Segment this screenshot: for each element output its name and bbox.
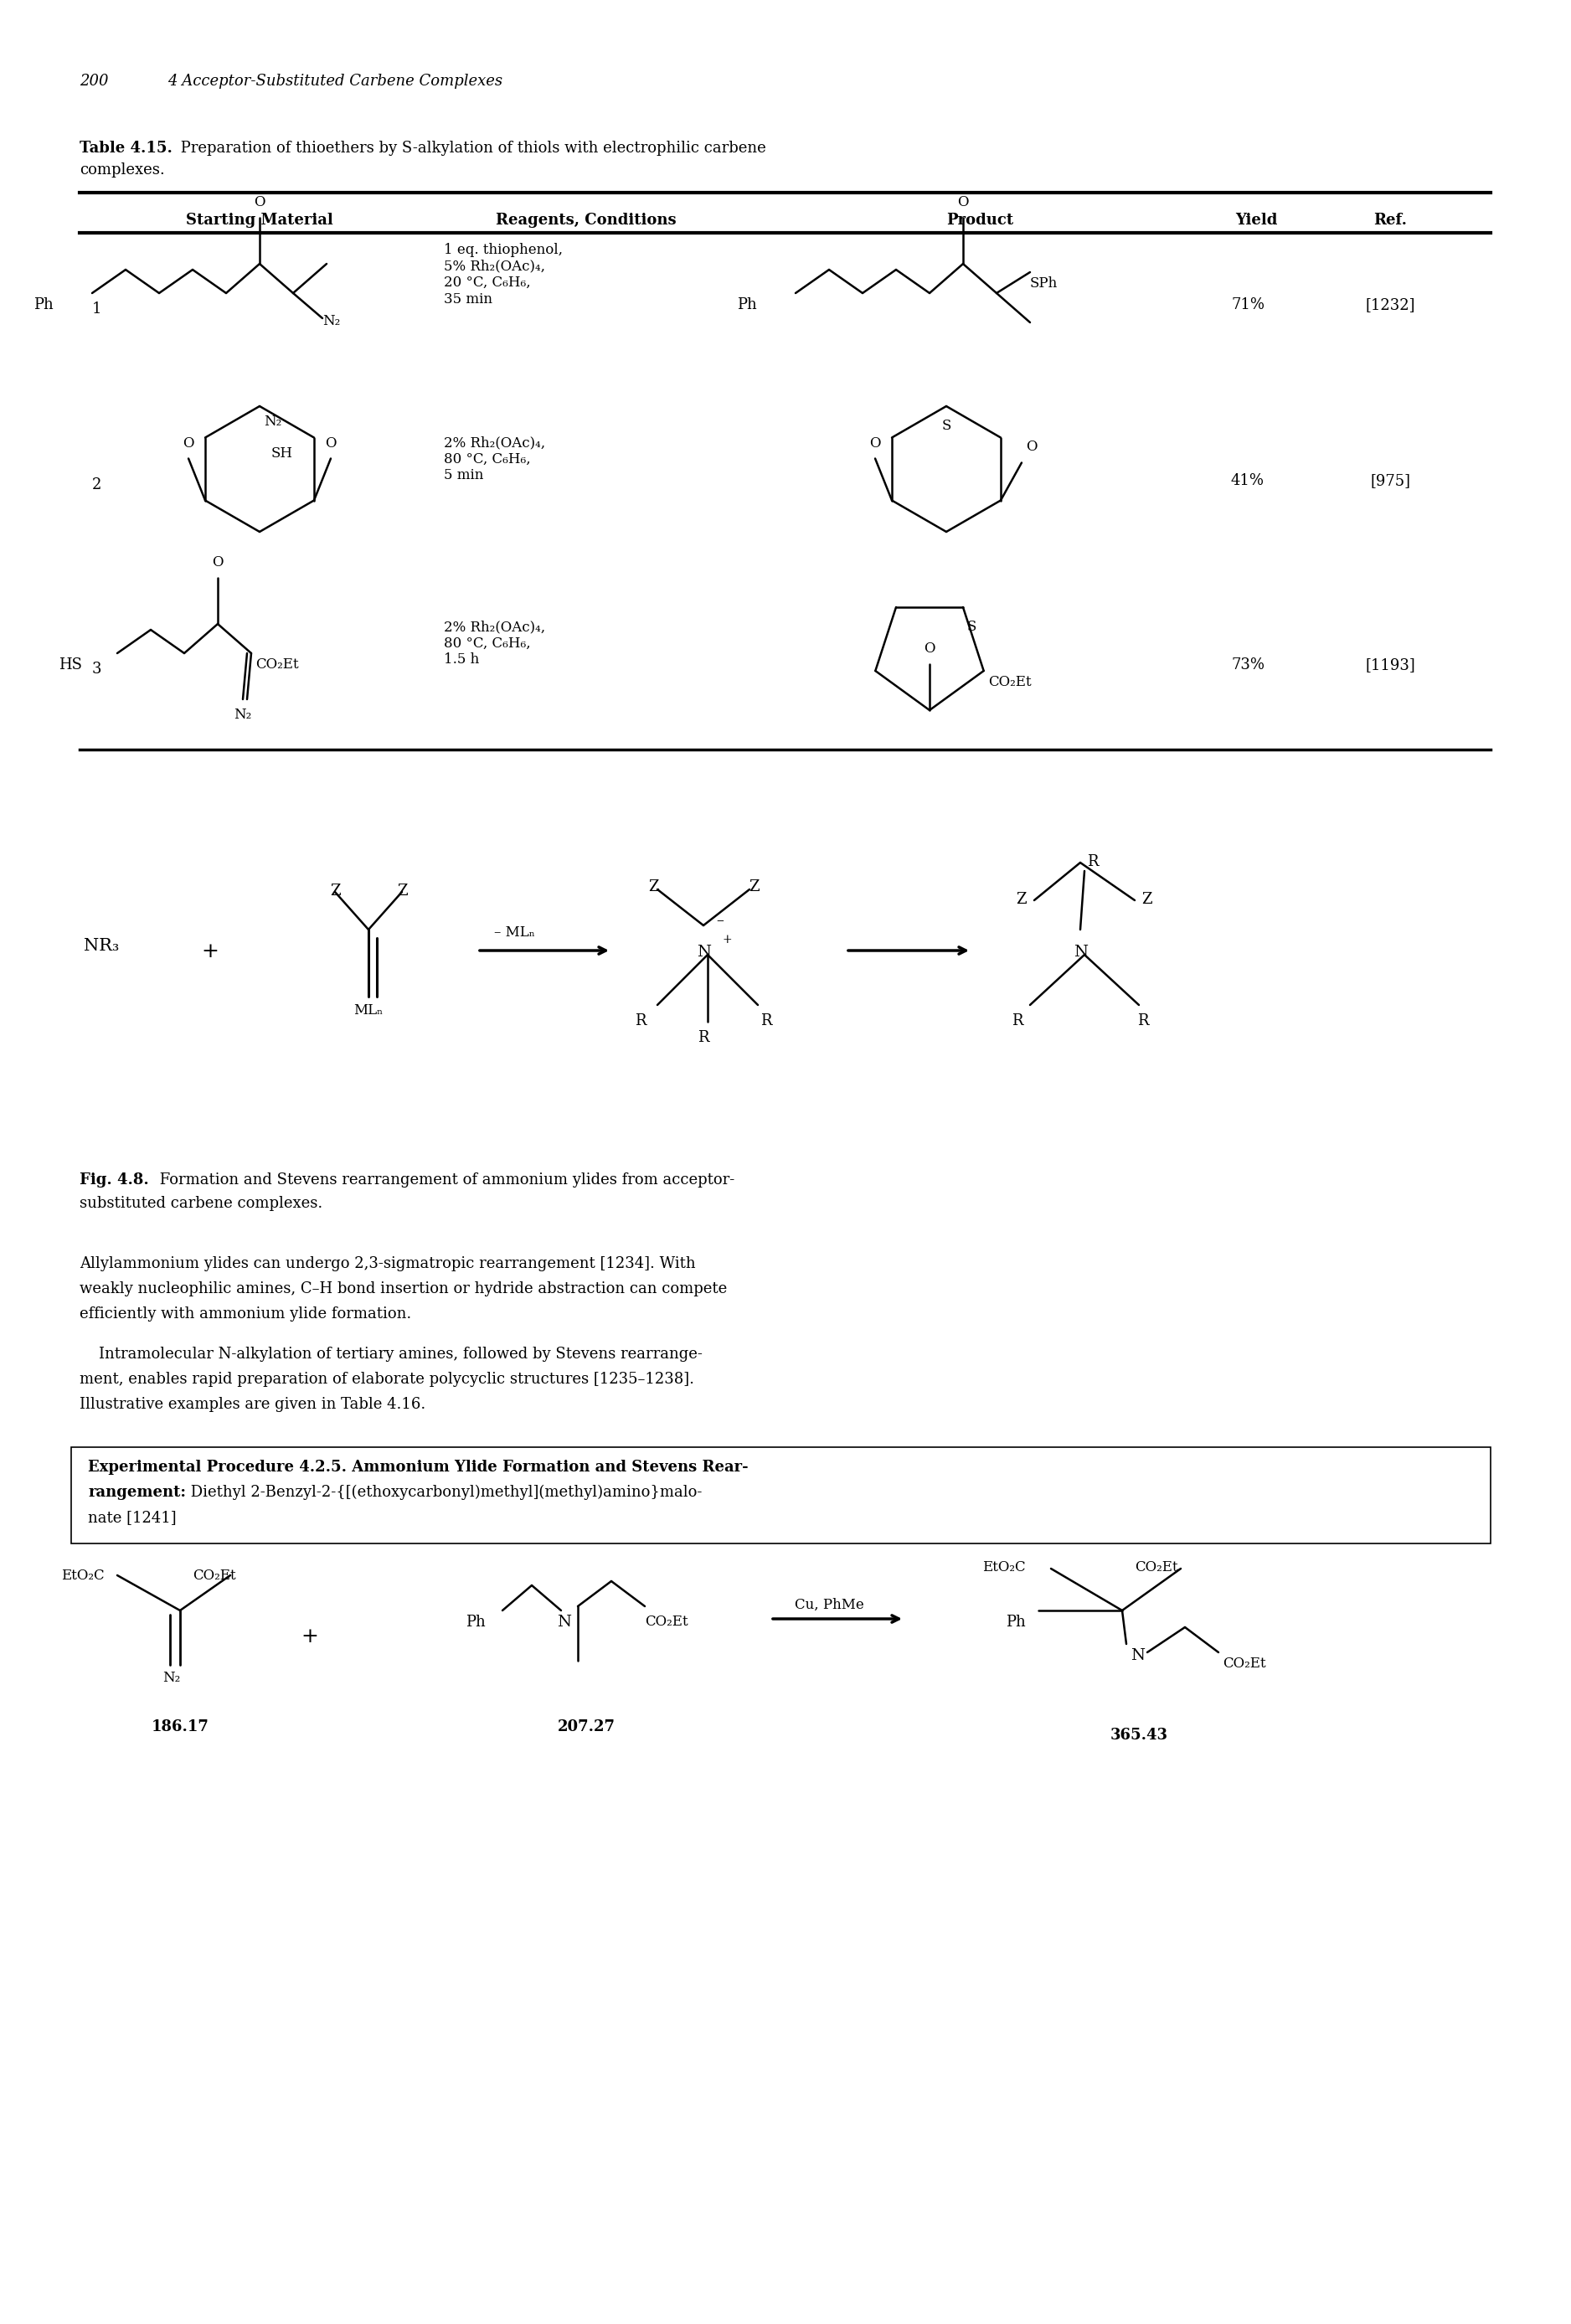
Text: CO₂Et: CO₂Et <box>1222 1657 1266 1671</box>
Text: +: + <box>201 941 218 962</box>
Text: Ph: Ph <box>467 1615 485 1629</box>
Text: O: O <box>869 437 881 451</box>
Text: CO₂Et: CO₂Et <box>988 674 1031 690</box>
Text: 1 eq. thiophenol,
5% Rh₂(OAc)₄,
20 °C, C₆H₆,
35 min: 1 eq. thiophenol, 5% Rh₂(OAc)₄, 20 °C, C… <box>445 244 562 307</box>
Text: Product: Product <box>946 214 1013 228</box>
Text: Formation and Stevens rearrangement of ammonium ylides from acceptor-: Formation and Stevens rearrangement of a… <box>156 1174 735 1188</box>
Text: Diethyl 2-Benzyl-2-{[(ethoxycarbonyl)methyl](methyl)amino}malo-: Diethyl 2-Benzyl-2-{[(ethoxycarbonyl)met… <box>185 1485 702 1499</box>
Text: 200: 200 <box>80 74 108 88</box>
Text: rangement:: rangement: <box>88 1485 185 1499</box>
Text: weakly nucleophilic amines, C–H bond insertion or hydride abstraction can compet: weakly nucleophilic amines, C–H bond ins… <box>80 1281 727 1297</box>
Text: Intramolecular N-alkylation of tertiary amines, followed by Stevens rearrange-: Intramolecular N-alkylation of tertiary … <box>80 1346 702 1362</box>
Text: 2: 2 <box>93 476 102 493</box>
Text: Starting Material: Starting Material <box>185 214 333 228</box>
Text: O: O <box>924 641 935 655</box>
Text: Reagents, Conditions: Reagents, Conditions <box>496 214 677 228</box>
Text: Allylammonium ylides can undergo 2,3-sigmatropic rearrangement [1234]. With: Allylammonium ylides can undergo 2,3-sig… <box>80 1257 696 1271</box>
Text: +: + <box>302 1627 319 1645</box>
Text: R: R <box>1087 855 1098 869</box>
Text: Cu, PhMe: Cu, PhMe <box>795 1599 864 1613</box>
Text: N₂: N₂ <box>163 1671 181 1685</box>
Text: 2% Rh₂(OAc)₄,
80 °C, C₆H₆,
1.5 h: 2% Rh₂(OAc)₄, 80 °C, C₆H₆, 1.5 h <box>445 621 545 667</box>
Text: Experimental Procedure 4.2.5. Ammonium Ylide Formation and Stevens Rear-: Experimental Procedure 4.2.5. Ammonium Y… <box>88 1459 748 1476</box>
Text: O: O <box>182 437 195 451</box>
Text: 1: 1 <box>93 302 102 316</box>
Text: Ref.: Ref. <box>1373 214 1408 228</box>
Text: Z: Z <box>748 878 759 895</box>
Text: Ph: Ph <box>1005 1615 1026 1629</box>
Text: R: R <box>760 1013 771 1030</box>
Text: N: N <box>1073 944 1087 960</box>
Text: 73%: 73% <box>1232 658 1265 672</box>
Text: N₂: N₂ <box>234 709 251 723</box>
Text: S: S <box>968 621 977 634</box>
Text: Ph: Ph <box>737 297 757 311</box>
Text: N: N <box>1131 1648 1145 1664</box>
Text: complexes.: complexes. <box>80 163 165 177</box>
Text: EtO₂C: EtO₂C <box>982 1559 1026 1573</box>
Text: 365.43: 365.43 <box>1111 1727 1167 1743</box>
Text: CO₂Et: CO₂Et <box>644 1615 688 1629</box>
Text: 207.27: 207.27 <box>558 1720 616 1734</box>
Text: Yield: Yield <box>1235 214 1277 228</box>
Text: 3: 3 <box>93 662 102 676</box>
FancyBboxPatch shape <box>71 1448 1491 1543</box>
Text: SH: SH <box>272 446 294 460</box>
Text: Ph: Ph <box>33 297 53 311</box>
Text: 71%: 71% <box>1232 297 1265 311</box>
Text: NR₃: NR₃ <box>83 939 119 953</box>
Text: O: O <box>212 555 223 569</box>
Text: N₂: N₂ <box>322 314 341 328</box>
Text: Z: Z <box>330 883 341 899</box>
Text: N: N <box>696 944 712 960</box>
Text: EtO₂C: EtO₂C <box>61 1569 105 1583</box>
Text: –: – <box>716 913 723 927</box>
Text: 41%: 41% <box>1232 474 1265 488</box>
Text: R: R <box>1012 1013 1023 1030</box>
Text: HS: HS <box>58 658 82 672</box>
Text: Fig. 4.8.: Fig. 4.8. <box>80 1174 149 1188</box>
Text: 4 Acceptor-Substituted Carbene Complexes: 4 Acceptor-Substituted Carbene Complexes <box>168 74 503 88</box>
Text: CO₂Et: CO₂Et <box>193 1569 236 1583</box>
Text: Table 4.15.: Table 4.15. <box>80 142 173 156</box>
Text: SPh: SPh <box>1031 277 1057 290</box>
Text: MLₙ: MLₙ <box>353 1004 383 1018</box>
Text: R: R <box>698 1030 709 1046</box>
Text: nate [1241]: nate [1241] <box>88 1511 176 1525</box>
Text: Illustrative examples are given in Table 4.16.: Illustrative examples are given in Table… <box>80 1397 426 1413</box>
Text: 2% Rh₂(OAc)₄,
80 °C, C₆H₆,
5 min: 2% Rh₂(OAc)₄, 80 °C, C₆H₆, 5 min <box>445 435 545 483</box>
Text: [975]: [975] <box>1370 474 1411 488</box>
Text: N: N <box>556 1615 572 1629</box>
Text: O: O <box>255 195 265 209</box>
Text: R: R <box>1137 1013 1148 1030</box>
Text: R: R <box>635 1013 646 1030</box>
Text: O: O <box>1026 439 1037 453</box>
Text: +: + <box>721 934 732 946</box>
Text: O: O <box>957 195 969 209</box>
Text: Z: Z <box>647 878 658 895</box>
Text: O: O <box>325 437 336 451</box>
Text: Z: Z <box>1016 892 1027 906</box>
Text: CO₂Et: CO₂Et <box>256 658 298 672</box>
Text: [1232]: [1232] <box>1365 297 1415 311</box>
Text: 186.17: 186.17 <box>151 1720 209 1734</box>
Text: Preparation of thioethers by S-alkylation of thiols with electrophilic carbene: Preparation of thioethers by S-alkylatio… <box>176 142 767 156</box>
Text: – MLₙ: – MLₙ <box>493 925 536 939</box>
Text: N₂: N₂ <box>264 414 281 430</box>
Text: Z: Z <box>396 883 407 899</box>
Text: [1193]: [1193] <box>1365 658 1415 672</box>
Text: substituted carbene complexes.: substituted carbene complexes. <box>80 1197 322 1211</box>
Text: efficiently with ammonium ylide formation.: efficiently with ammonium ylide formatio… <box>80 1306 412 1322</box>
Text: S: S <box>941 418 950 432</box>
Text: ment, enables rapid preparation of elaborate polycyclic structures [1235–1238].: ment, enables rapid preparation of elabo… <box>80 1371 694 1387</box>
Text: Z: Z <box>1142 892 1153 906</box>
Text: CO₂Et: CO₂Et <box>1134 1559 1178 1573</box>
